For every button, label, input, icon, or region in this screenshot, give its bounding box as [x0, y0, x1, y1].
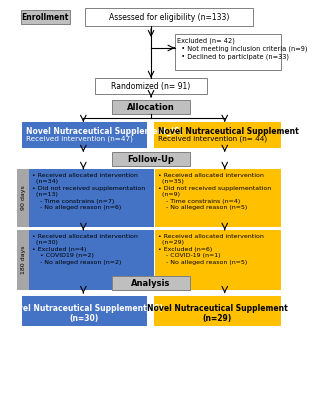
Text: Enrollment: Enrollment [22, 12, 69, 22]
Text: Received intervention (n= 44): Received intervention (n= 44) [158, 136, 267, 142]
FancyBboxPatch shape [23, 296, 147, 326]
Text: • Received allocated intervention
  (n=30)
• Excluded (n=4)
    • COVID19 (n=2)
: • Received allocated intervention (n=30)… [32, 234, 138, 265]
Text: Novel Nutraceutical Supplement_(S): Novel Nutraceutical Supplement_(S) [6, 304, 163, 313]
Text: Allocation: Allocation [127, 102, 175, 112]
Text: Novel Nutraceutical Supplement: Novel Nutraceutical Supplement [147, 304, 288, 313]
FancyBboxPatch shape [154, 122, 281, 148]
Text: (n=30): (n=30) [69, 314, 99, 323]
Text: • Not meeting inclusion criteria (n=9): • Not meeting inclusion criteria (n=9) [177, 46, 308, 52]
FancyBboxPatch shape [155, 230, 281, 290]
FancyBboxPatch shape [17, 230, 29, 290]
Text: Assessed for eligibility (n=133): Assessed for eligibility (n=133) [109, 12, 229, 22]
Text: Excluded (n= 42): Excluded (n= 42) [177, 38, 235, 44]
Text: Analysis: Analysis [131, 278, 171, 288]
FancyBboxPatch shape [23, 122, 147, 148]
Text: (n=29): (n=29) [203, 314, 232, 323]
FancyBboxPatch shape [17, 169, 29, 227]
Text: Received intervention (n=47): Received intervention (n=47) [26, 136, 133, 142]
FancyBboxPatch shape [29, 230, 154, 290]
FancyBboxPatch shape [175, 34, 281, 70]
Text: Follow-Up: Follow-Up [128, 154, 174, 164]
Text: Novel Nutraceutical Supplement: Novel Nutraceutical Supplement [158, 127, 299, 136]
FancyBboxPatch shape [155, 169, 281, 227]
Text: Novel Nutraceutical Supplement_(S): Novel Nutraceutical Supplement_(S) [26, 127, 183, 136]
Text: • Received allocated intervention
  (n=34)
• Did not received supplementation
  : • Received allocated intervention (n=34)… [32, 173, 145, 210]
Text: Randomized (n= 91): Randomized (n= 91) [112, 82, 191, 90]
FancyBboxPatch shape [112, 152, 190, 166]
FancyBboxPatch shape [154, 296, 281, 326]
Text: • Received allocated intervention
  (n=29)
• Excluded (n=6)
    - COVID-19 (n=1): • Received allocated intervention (n=29)… [158, 234, 264, 265]
Text: • Declined to participate (n=33): • Declined to participate (n=33) [177, 54, 289, 60]
FancyBboxPatch shape [21, 10, 70, 24]
FancyBboxPatch shape [112, 100, 190, 114]
Text: 90 days: 90 days [21, 186, 26, 210]
FancyBboxPatch shape [29, 169, 154, 227]
FancyBboxPatch shape [112, 276, 190, 290]
FancyBboxPatch shape [95, 78, 207, 94]
Text: • Received allocated intervention
  (n=35)
• Did not received supplementation
  : • Received allocated intervention (n=35)… [158, 173, 271, 210]
FancyBboxPatch shape [85, 8, 253, 26]
Text: 180 days: 180 days [21, 246, 26, 274]
